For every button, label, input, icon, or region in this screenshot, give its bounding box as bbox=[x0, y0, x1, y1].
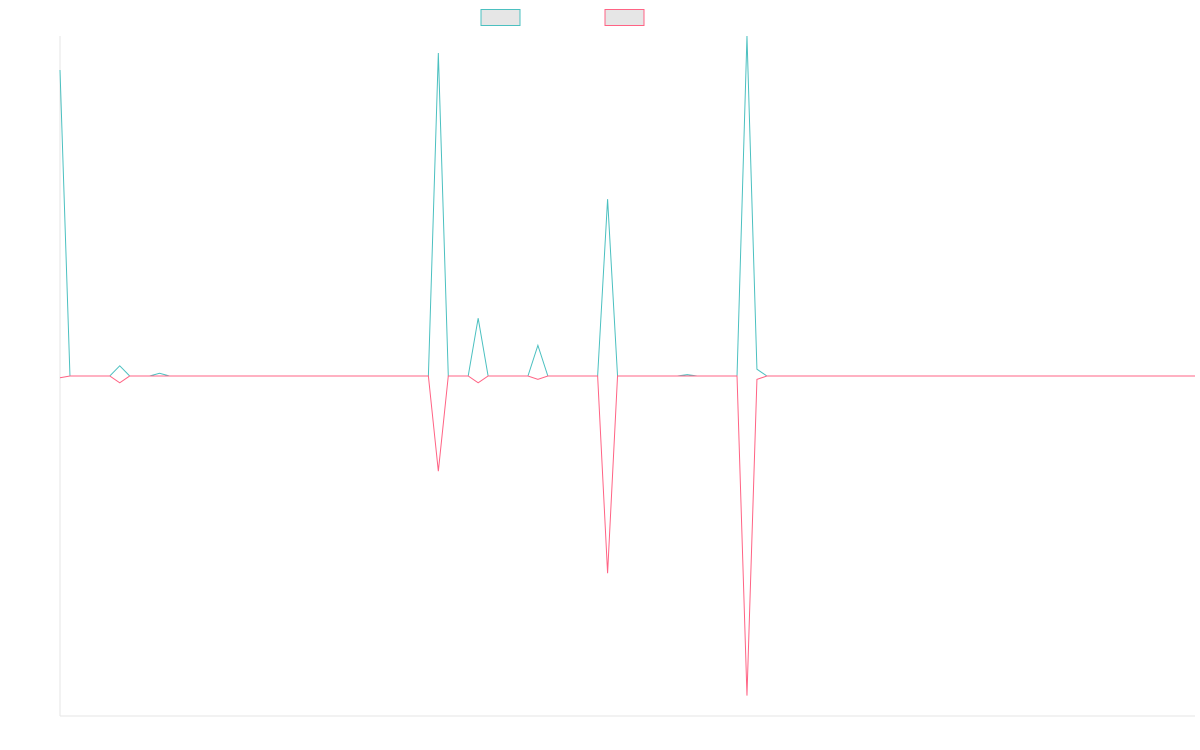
legend bbox=[480, 9, 645, 26]
series-group bbox=[59, 35, 1195, 696]
series-line-1 bbox=[59, 35, 1195, 377]
series-line-2 bbox=[59, 375, 1195, 696]
legend-swatch-2[interactable] bbox=[604, 9, 645, 26]
legend-swatch-1[interactable] bbox=[480, 9, 521, 26]
axes bbox=[59, 36, 1195, 717]
